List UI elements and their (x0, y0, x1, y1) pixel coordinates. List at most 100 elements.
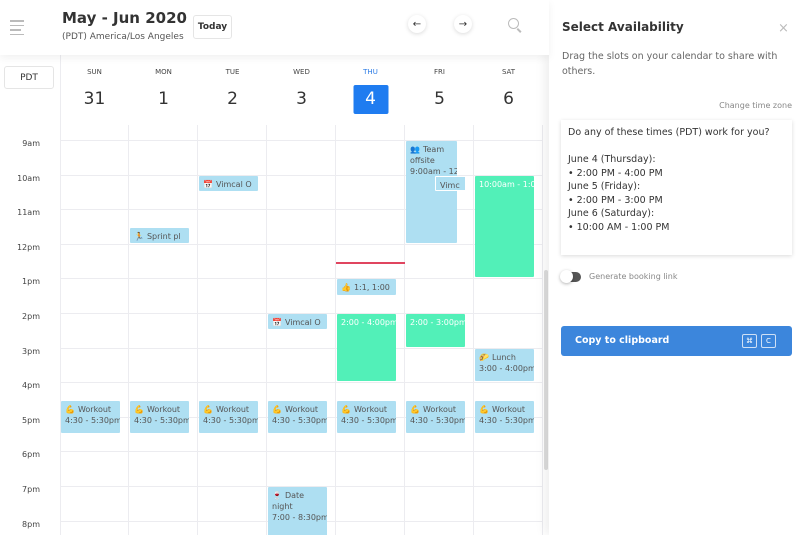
hour-line (60, 347, 543, 349)
message-line: June 6 (Saturday): (568, 208, 655, 219)
event-title: Workout (146, 404, 181, 414)
hour-label: 8pm (22, 519, 40, 529)
calendar-event[interactable]: Vimc (435, 175, 466, 191)
event-title: Workout (422, 404, 457, 414)
calendar-event[interactable]: 📅 Vimcal O (199, 175, 258, 191)
day-number[interactable]: 2 (227, 89, 238, 109)
calendar-event[interactable]: 💪 Workout 4:30 - 5:30pm (130, 400, 189, 434)
panel-description: Drag the slots on your calendar to share… (562, 51, 778, 77)
message-line: • 10:00 AM - 1:00 PM (568, 221, 670, 233)
calendar-event[interactable]: 👍 1:1, 1:00 (337, 279, 396, 295)
event-title: Workout (353, 404, 388, 414)
hour-label: 12pm (16, 242, 40, 252)
hour-label: 3pm (22, 346, 40, 356)
day-header-fri[interactable]: FRI 5 (405, 55, 474, 125)
event-title: Workout (77, 404, 112, 414)
event-time: 4:30 - 5:30pm (479, 415, 534, 425)
event-icon: 💪 (203, 404, 213, 414)
command-key-icon: ⌘ (742, 334, 757, 348)
event-title: Team offsite (410, 145, 445, 165)
event-icon: 🍷 (272, 491, 282, 500)
close-icon[interactable]: × (778, 21, 789, 36)
gutter-divider (60, 55, 61, 535)
hour-label: 10am (17, 173, 40, 183)
event-icon: 👍 (341, 283, 351, 293)
message-line: Do any of these times (PDT) work for you… (568, 127, 770, 138)
day-number[interactable]: 6 (503, 89, 514, 109)
calendar-grid[interactable]: 📅 Vimcal O 🏃 Sprint pl 👥 Team offsite 9:00am -… (60, 125, 543, 535)
event-time: 4:30 - 5:30pm (410, 415, 465, 425)
day-of-week: WED (293, 68, 310, 76)
event-icon: 💪 (410, 404, 420, 414)
calendar-event[interactable]: 💪 Workout 4:30 - 5:30pm (199, 400, 258, 434)
calendar-event[interactable]: 2:00 - 4:00pm (337, 314, 396, 382)
message-line: June 4 (Thursday): (568, 154, 656, 165)
day-of-week: SUN (87, 68, 102, 76)
day-header-thu[interactable]: THU 4 (336, 55, 405, 125)
day-header-tue[interactable]: TUE 2 (198, 55, 267, 125)
page-title: May - Jun 2020 (62, 9, 187, 27)
event-time: 9:00am - 12 (410, 167, 457, 176)
hour-label: 1pm (22, 277, 40, 287)
event-icon: 💪 (272, 404, 282, 414)
day-number[interactable]: 4 (353, 85, 388, 114)
day-number[interactable]: 3 (296, 89, 307, 109)
message-line (568, 140, 785, 154)
calendar-event[interactable]: 💪 Workout 4:30 - 5:30pm (406, 400, 465, 434)
day-header-sun[interactable]: SUN 31 (60, 55, 129, 125)
hour-label: 5pm (22, 415, 40, 425)
day-header-mon[interactable]: MON 1 (129, 55, 198, 125)
calendar-event[interactable]: 💪 Workout 4:30 - 5:30pm (475, 400, 534, 434)
day-divider (473, 125, 474, 535)
hour-label: 9am (22, 139, 40, 148)
calendar-event[interactable]: 10:00am - 1:0 (475, 175, 534, 278)
event-icon: 🏃 (134, 231, 144, 241)
event-title: 1:1, 1:00 (353, 283, 390, 293)
day-divider (404, 125, 405, 535)
day-header-sat[interactable]: SAT 6 (474, 55, 543, 125)
event-title: Lunch (491, 352, 516, 362)
search-icon[interactable] (508, 18, 519, 29)
booking-link-toggle[interactable] (560, 270, 581, 283)
event-icon: 📅 (272, 318, 282, 327)
hour-label: 7pm (22, 485, 40, 494)
panel-title: Select Availability (562, 20, 684, 34)
day-number[interactable]: 5 (434, 89, 445, 109)
change-time-zone-link[interactable]: Change time zone (719, 101, 792, 110)
message-line: • 2:00 PM - 3:00 PM (568, 194, 663, 206)
calendar-event[interactable]: 2:00 - 3:00pm (406, 314, 465, 347)
day-number[interactable]: 1 (158, 89, 169, 109)
event-time: 4:30 - 5:30pm (272, 415, 327, 425)
today-button[interactable]: Today (193, 15, 232, 39)
calendar-event[interactable]: 🍷 Date night 7:00 - 8:30pm (268, 487, 327, 535)
hour-line (60, 174, 543, 176)
event-icon: 💪 (479, 404, 489, 414)
calendar-event[interactable]: 📅 Vimcal O (268, 314, 327, 330)
event-time: 4:30 - 5:30pm (134, 415, 189, 425)
calendar-event[interactable]: 🏃 Sprint pl (130, 227, 189, 243)
calendar-event[interactable]: 💪 Workout 4:30 - 5:30pm (268, 400, 327, 434)
availability-message[interactable]: Do any of these times (PDT) work for you… (561, 120, 792, 255)
event-time: 7:00 - 8:30pm (272, 513, 327, 522)
prev-week-button[interactable]: ← (408, 15, 426, 33)
copy-to-clipboard-button[interactable]: Copy to clipboard ⌘ C (561, 326, 792, 356)
hour-label: 2pm (22, 312, 40, 321)
day-divider (335, 125, 336, 535)
day-header-wed[interactable]: WED 3 (267, 55, 336, 125)
menu-icon[interactable] (10, 20, 24, 38)
message-line: June 5 (Friday): (568, 181, 641, 192)
event-icon: 🌮 (479, 352, 489, 362)
next-week-button[interactable]: → (454, 15, 472, 33)
event-icon: 👥 (410, 145, 420, 154)
message-line: • 2:00 PM - 4:00 PM (568, 167, 663, 179)
calendar-event[interactable]: 🌮 Lunch 3:00 - 4:00pm (475, 348, 534, 382)
calendar-event[interactable]: 👥 Team offsite 9:00am - 12 (406, 141, 457, 243)
timezone-button[interactable]: PDT (4, 66, 54, 89)
calendar-event[interactable]: 💪 Workout 4:30 - 5:30pm (337, 400, 396, 434)
scrollbar[interactable] (544, 270, 548, 470)
day-divider (542, 125, 543, 535)
day-number[interactable]: 31 (83, 89, 106, 109)
calendar-event[interactable]: 💪 Workout 4:30 - 5:30pm (61, 400, 120, 434)
event-time: 4:30 - 5:30pm (341, 415, 396, 425)
hour-line (60, 313, 543, 314)
